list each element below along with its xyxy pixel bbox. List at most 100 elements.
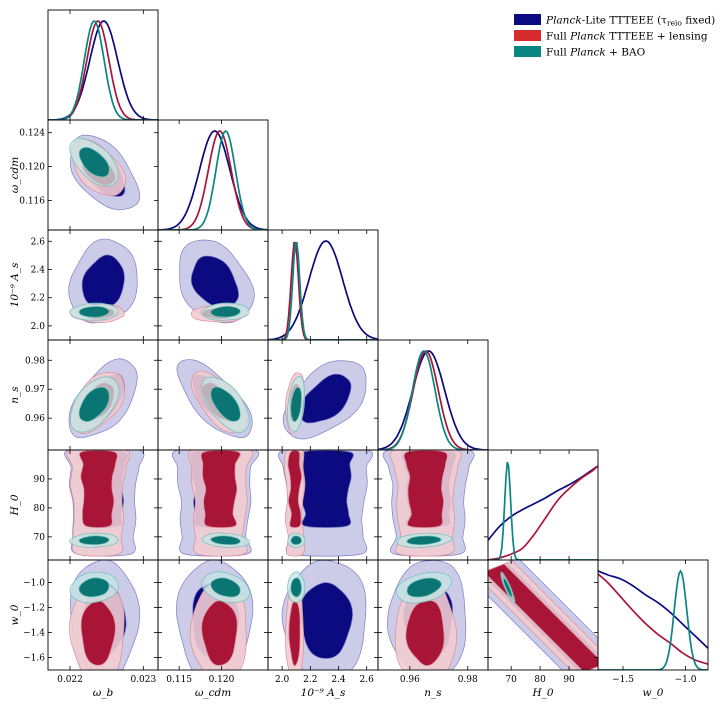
y-tick-label-omega_cdm: 0.116 [19,196,45,206]
panel-frame-omega_b-omega_b [47,9,159,121]
panel-ns-ns [378,350,488,450]
y-tick-label-ns: 0.98 [25,356,45,366]
x-tick-label-H0: 90 [563,675,575,685]
marginal-ns-series-2 [378,350,488,450]
panel-ns-H0 [382,450,475,557]
x-tick-label-omega_cdm: 0.120 [209,675,235,685]
x-tick-label-H0: 70 [505,675,517,685]
contour-As-ns-series-0-68 [299,373,352,424]
y-tick-label-w0: −1.2 [23,604,45,614]
y-tick-label-As: 2.2 [31,294,45,304]
panels: 0.022 0.023 0.115 0.120 2.0 2.2 2.4 2.6 0.96 0.98… [9,9,709,699]
marginal-omega_cdm-series-0 [158,130,268,230]
x-tick-label-ns: 0.96 [400,675,420,685]
x-tick-label-omega_cdm: 0.115 [166,675,192,685]
marginal-omega_b-series-1 [48,20,158,120]
panel-omega_b-omega_b [48,20,158,120]
axis-label-omega_cdm: ω_cdm [9,157,21,193]
panel-frame-ns-ns [377,339,489,451]
y-tick-label-omega_cdm: 0.120 [19,163,45,173]
y-tick-label-ns: 0.96 [25,414,45,424]
contour-omega_b-As-series-2-68 [78,306,110,318]
contour-omega_cdm-H0-series-2-68 [210,535,241,545]
marginal-H0-series-2 [488,461,598,560]
axis-label-w0: w_0 [9,604,21,625]
marginal-w0-series-0 [598,570,708,649]
y-tick-label-As: 2.6 [31,237,46,247]
legend-label-1: Full Planck TTTEEE + lensing [546,31,708,43]
legend-label-2: Full Planck + BAO [546,47,646,59]
contour-As-H0-series-0-68 [297,450,354,528]
panel-As-As [268,240,378,340]
x-tick-label-H0: 80 [534,675,546,685]
contour-As-w0-series-1-68 [288,600,301,667]
panel-omega_b-w0 [69,560,141,670]
axis-label-w0: w_0 [643,687,664,699]
axis-label-ns: n_s [9,386,21,404]
marginal-H0-series-1 [488,465,598,560]
y-tick-label-w0: −1.4 [23,629,45,639]
panel-ns-w0 [387,560,467,670]
panel-omega_b-ns [68,358,138,439]
y-tick-label-H0: 80 [34,504,46,514]
x-tick-label-As: 2.2 [303,675,317,685]
panel-H0-w0 [488,560,598,670]
contour-omega_b-ns-series-2-68 [78,386,110,422]
x-tick-label-ns: 0.98 [458,675,478,685]
contour-omega_b-omega_cdm-series-2-68 [78,147,110,178]
contour-omega_b-w0-series-2-68 [78,577,110,598]
y-tick-label-omega_cdm: 0.124 [19,129,45,139]
panel-H0-H0 [488,461,598,560]
marginal-As-series-2 [268,241,378,340]
marginal-ns-series-0 [378,350,488,450]
axis-label-H0: H_0 [9,494,21,516]
axis-label-omega_b: ω_b [93,687,114,699]
panel-frame-As-As [267,229,379,341]
marginal-omega_cdm-series-1 [158,130,268,230]
x-tick-label-As: 2.4 [331,675,346,685]
marginal-As-series-1 [268,241,378,340]
panel-omega_cdm-w0 [176,560,254,670]
contour-omega_cdm-H0-series-1-68 [200,450,241,528]
marginal-As-series-0 [268,240,378,340]
contour-H0-w0-series-1-68 [488,563,598,670]
axis-label-As: 10⁻⁹ A_s [9,262,21,307]
x-tick-label-w0: −1.5 [612,675,634,685]
contour-H0-w0-series-2-68 [502,577,513,598]
marginal-omega_b-series-2 [48,20,158,120]
legend-swatch-0 [514,14,541,25]
marginal-omega_b-series-0 [48,20,158,120]
panel-frame-w0-w0 [597,559,709,671]
panel-omega_b-H0 [64,450,145,557]
panel-omega_cdm-omega_cdm [158,130,268,230]
legend-swatch-1 [514,30,541,41]
panel-omega_b-As [68,238,138,324]
marginal-ns-series-1 [378,350,488,450]
panel-w0-w0 [598,569,708,670]
contour-As-H0-series-1-68 [287,450,302,528]
legend: Planck-Lite TTTEEE (τreio fixed) Full Pla… [514,14,715,59]
marginal-w0-series-2 [598,569,708,670]
x-tick-label-omega_b: 0.022 [57,675,83,685]
panel-omega_cdm-As [179,239,255,324]
contour-ns-H0-series-2-68 [406,535,442,546]
y-tick-label-H0: 90 [34,475,46,485]
legend-swatch-2 [514,46,541,57]
panel-As-w0 [281,560,367,670]
axis-label-ns: n_s [424,687,442,699]
y-tick-label-w0: −1.0 [23,579,45,589]
marginal-omega_cdm-series-2 [158,130,268,230]
contour-omega_cdm-w0-series-1-68 [201,600,238,666]
contour-omega_b-H0-series-1-68 [79,450,118,528]
x-tick-label-As: 2.6 [360,675,375,685]
panel-As-ns [282,360,367,440]
panel-omega_cdm-ns [176,359,253,439]
x-tick-label-omega_b: 0.023 [130,675,156,685]
axis-label-As: 10⁻⁹ A_s [301,687,346,699]
y-tick-label-ns: 0.97 [25,385,45,395]
contour-As-ns-series-2-68 [290,386,302,422]
contour-As-H0-series-2-68 [290,535,302,546]
panel-omega_cdm-H0 [171,450,260,557]
legend-label-0: Planck-Lite TTTEEE (τreio fixed) [545,15,715,28]
